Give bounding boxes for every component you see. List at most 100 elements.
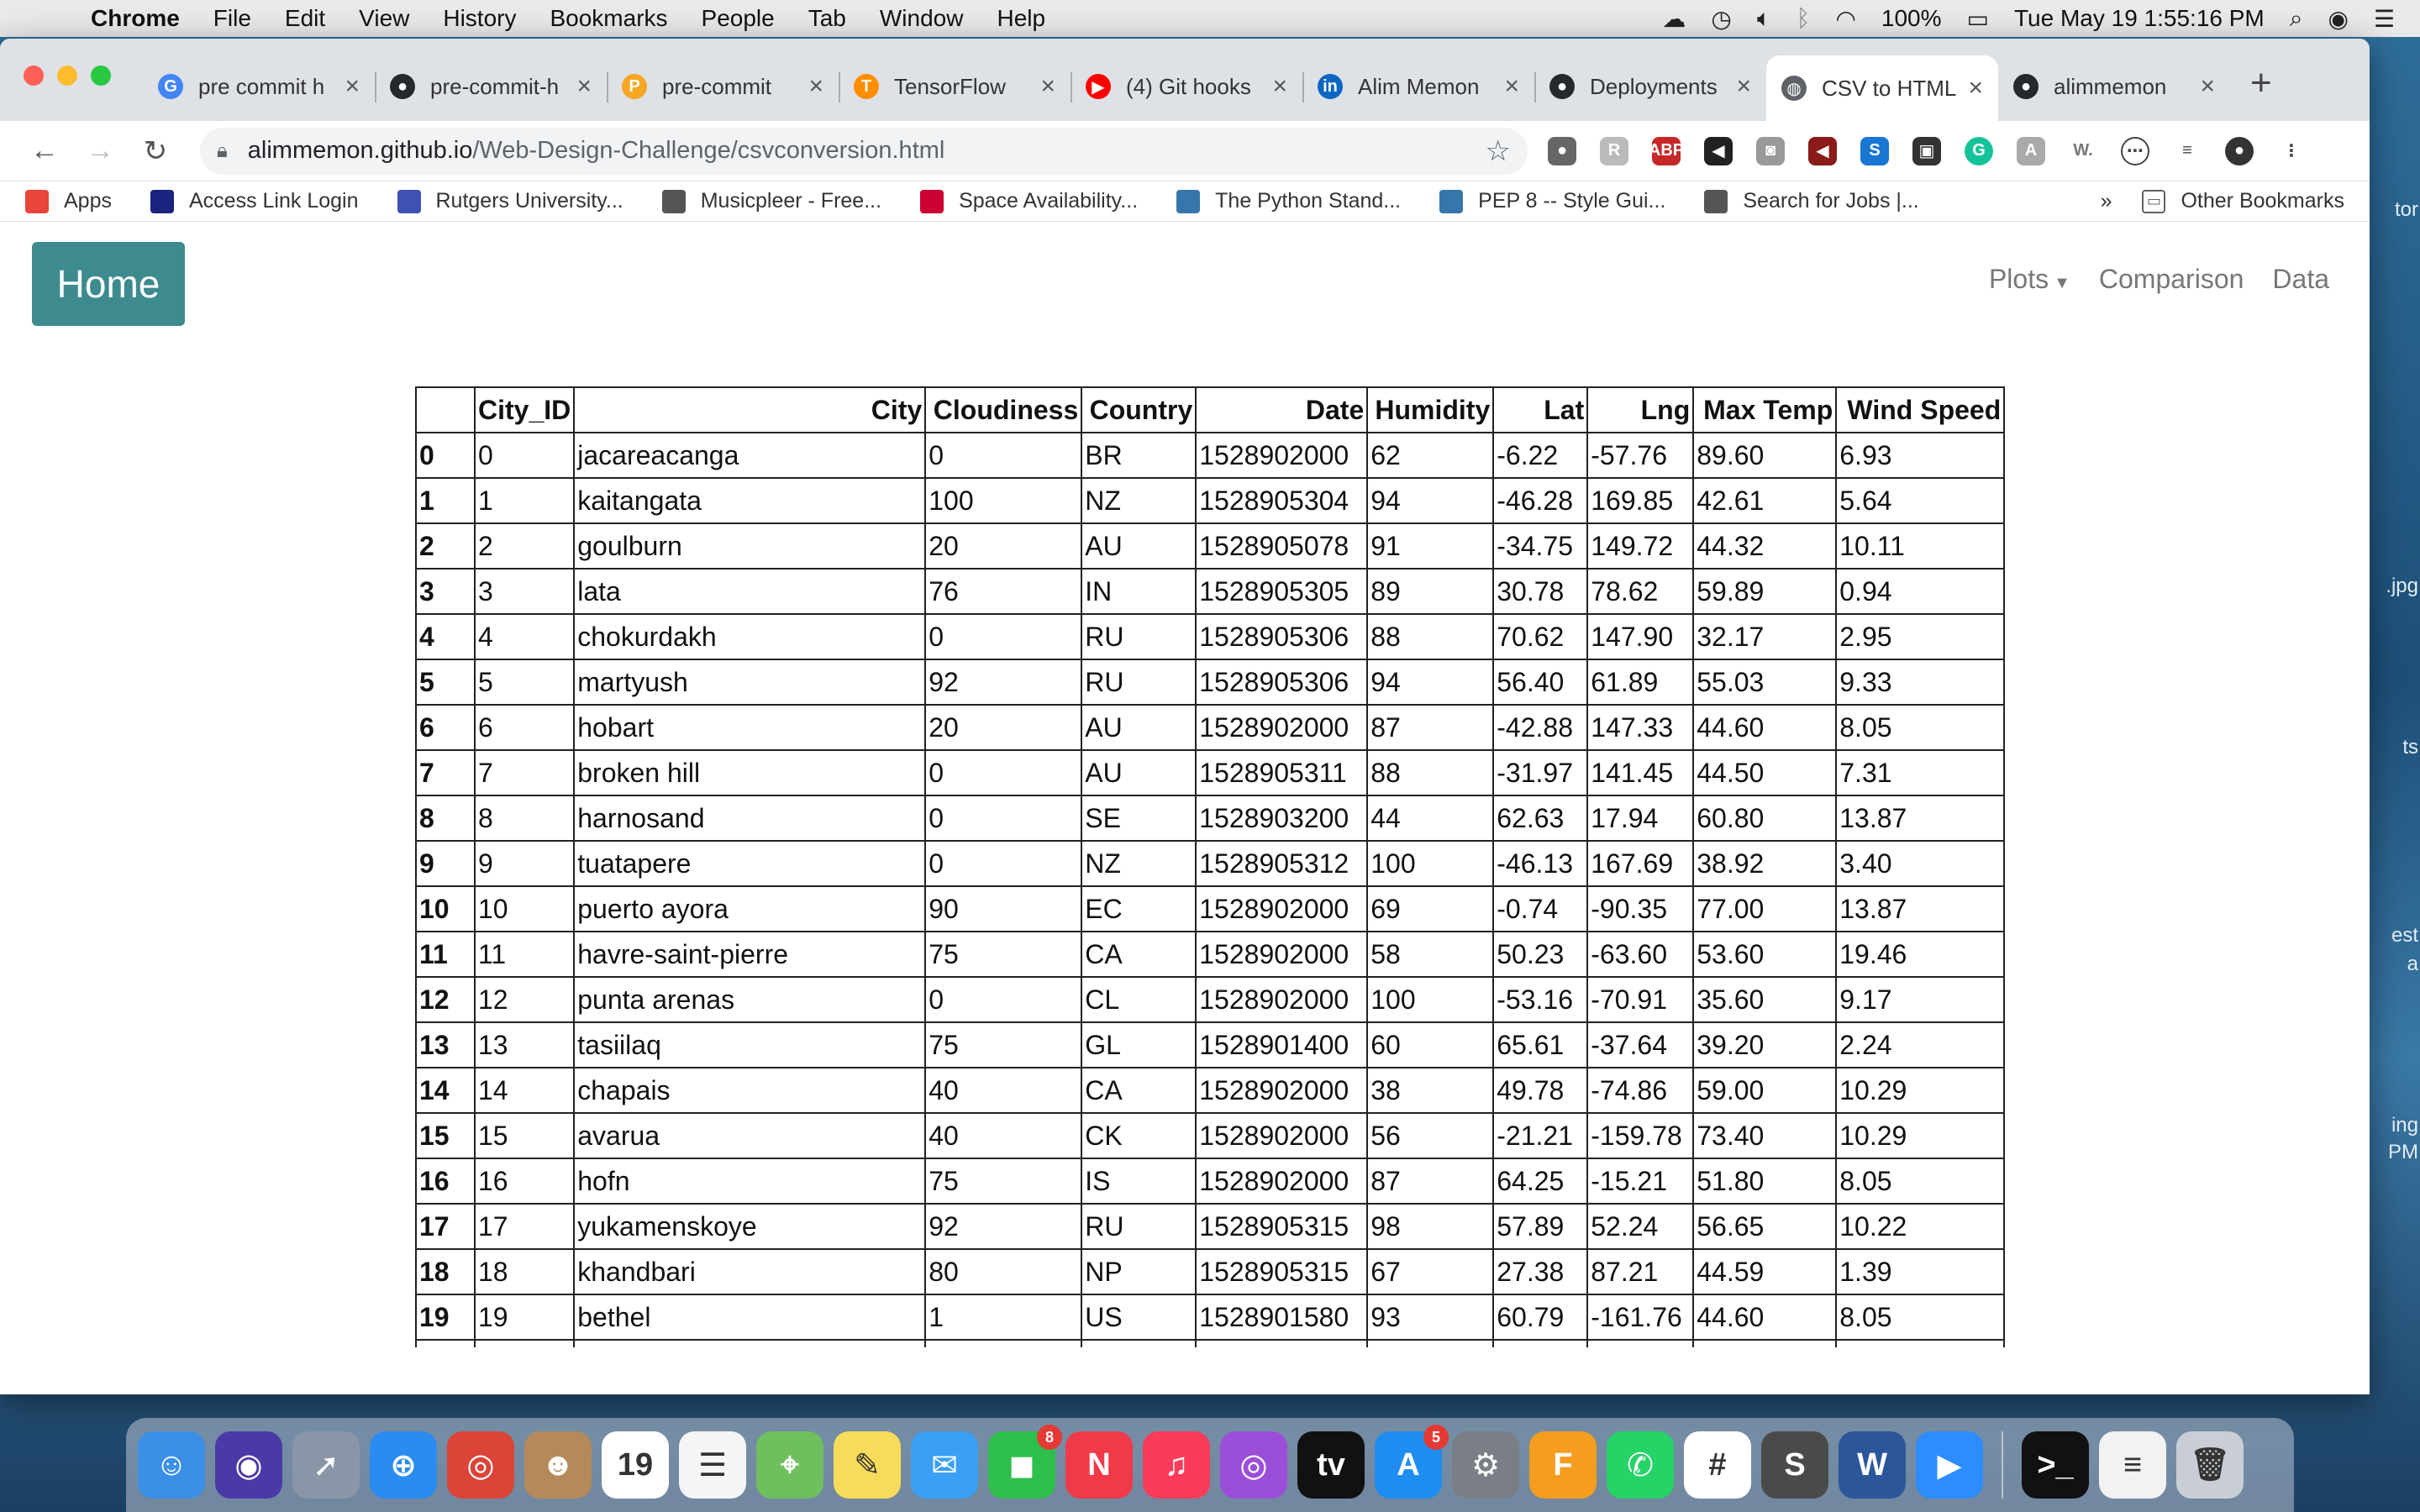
document-icon[interactable]: ≡ (2099, 1431, 2166, 1499)
desktop-label[interactable]: est (2391, 924, 2418, 947)
word-icon[interactable]: W (1839, 1431, 1906, 1499)
menu-file[interactable]: File (213, 5, 251, 31)
desktop-label[interactable]: tor (2394, 198, 2418, 221)
sublime-icon[interactable]: S (1761, 1431, 1828, 1499)
contacts-icon[interactable]: ☻ (524, 1431, 592, 1499)
bookmark-item[interactable]: Apps (25, 189, 112, 213)
menu-view[interactable]: View (359, 5, 410, 31)
menu-clock[interactable]: Tue May 19 1:55:16 PM (2013, 5, 2265, 31)
finder-icon[interactable]: ☺ (138, 1431, 205, 1499)
extension-icon[interactable]: ⋯ (2121, 136, 2149, 165)
system-preferences-icon[interactable]: ⚙ (1452, 1431, 1519, 1499)
home-button[interactable]: Home (32, 242, 185, 326)
close-window-button[interactable] (24, 66, 44, 86)
minimize-window-button[interactable] (57, 66, 77, 86)
adblock-plus-icon[interactable]: ABP (1649, 136, 1684, 165)
extension-icon[interactable]: ◀ (1808, 136, 1837, 165)
close-tab-icon[interactable]: × (1272, 72, 1287, 100)
calendar-icon[interactable]: 19 (602, 1431, 669, 1499)
desktop-label[interactable]: .jpg (2386, 575, 2418, 597)
extension-icon[interactable]: S (1860, 136, 1889, 165)
profile-avatar[interactable]: ● (2225, 136, 2254, 165)
whatsapp-icon[interactable]: ✆ (1607, 1431, 1674, 1499)
lock-icon[interactable]: 🔒︎ (217, 139, 228, 162)
menu-bookmarks[interactable]: Bookmarks (550, 5, 668, 31)
address-bar[interactable]: 🔒︎ alimmemon.github.io/Web-Design-Challe… (200, 127, 1528, 175)
browser-tab[interactable]: ● Deployments × (1534, 57, 1766, 116)
chrome-icon[interactable]: ◎ (447, 1431, 514, 1499)
desktop-label[interactable]: a (2407, 953, 2418, 975)
desktop-label[interactable]: PM (2388, 1141, 2418, 1163)
extension-icon[interactable]: R (1600, 136, 1628, 165)
reload-button[interactable]: ↻ (143, 134, 168, 167)
back-button[interactable]: ← (30, 134, 59, 166)
messages-icon[interactable]: ✉ (911, 1431, 978, 1499)
wifi-icon[interactable]: ◠ (1835, 5, 1856, 32)
close-tab-icon[interactable]: × (2200, 72, 2215, 100)
extension-icon[interactable]: ◀ (1704, 136, 1733, 165)
music-icon[interactable]: ♫ (1143, 1431, 1210, 1499)
zoom-icon[interactable]: ▶ (1916, 1431, 1983, 1499)
launchpad-icon[interactable]: ➚ (292, 1431, 360, 1499)
notification-center-icon[interactable]: ☰ (2373, 5, 2395, 32)
time-machine-icon[interactable]: ◷ (1711, 5, 1732, 32)
close-tab-icon[interactable]: × (1736, 72, 1751, 100)
extension-icon[interactable]: W. (2069, 136, 2097, 165)
appletv-icon[interactable]: tv (1297, 1431, 1365, 1499)
notes-icon[interactable]: ✎ (834, 1431, 901, 1499)
close-tab-icon[interactable]: × (345, 72, 360, 100)
creative-cloud-icon[interactable]: ☁ (1662, 5, 1686, 32)
menu-history[interactable]: History (443, 5, 517, 31)
safari-icon[interactable]: ⊕ (370, 1431, 437, 1499)
chrome-menu-icon[interactable]: ⋮ (2277, 136, 2306, 165)
bookmark-item[interactable]: Space Availability... (920, 189, 1138, 213)
podcasts-icon[interactable]: ◎ (1220, 1431, 1287, 1499)
close-tab-icon[interactable]: × (1968, 74, 1983, 102)
other-bookmarks-folder[interactable]: ▭ Other Bookmarks (2142, 189, 2344, 213)
grammarly-icon[interactable]: G (1965, 136, 1993, 165)
browser-tab[interactable]: ● pre-commit-h × (375, 57, 607, 116)
bookmark-star-icon[interactable]: ☆ (1485, 134, 1511, 167)
battery-icon[interactable]: ▭ (1966, 5, 1989, 32)
close-tab-icon[interactable]: × (1040, 72, 1055, 100)
desktop-label[interactable]: ts (2402, 736, 2418, 759)
close-tab-icon[interactable]: × (1504, 72, 1519, 100)
menu-window[interactable]: Window (879, 5, 964, 31)
slack-icon[interactable]: # (1684, 1431, 1751, 1499)
browser-tab[interactable]: T TensorFlow × (839, 57, 1071, 116)
bookmark-item[interactable]: Rutgers University... (397, 189, 623, 213)
trash-icon[interactable]: 🗑 (2176, 1431, 2244, 1499)
desktop-label[interactable]: ing (2391, 1114, 2418, 1137)
data-link[interactable]: Data (2272, 264, 2329, 294)
app-menu-chrome[interactable]: Chrome (91, 5, 180, 31)
menu-people[interactable]: People (701, 5, 775, 31)
bookmark-item[interactable]: Musicpleer - Free... (661, 189, 881, 213)
extension-icon[interactable]: ▣ (1912, 136, 1941, 165)
bookmark-item[interactable]: Search for Jobs |... (1704, 189, 1919, 213)
fullscreen-window-button[interactable] (91, 66, 111, 86)
close-tab-icon[interactable]: × (808, 72, 823, 100)
news-icon[interactable]: N (1065, 1431, 1133, 1499)
maps-icon[interactable]: ⌖ (756, 1431, 823, 1499)
comparison-link[interactable]: Comparison (2098, 264, 2244, 294)
reminders-icon[interactable]: ☰ (679, 1431, 746, 1499)
volume-icon[interactable]: 🔈︎ (1756, 4, 1771, 31)
media-control-icon[interactable]: ≡ (2173, 136, 2202, 165)
spotlight-search-icon[interactable]: ⌕ (2289, 4, 2303, 31)
extension-icon[interactable]: A (2017, 136, 2045, 165)
fusion360-icon[interactable]: F (1529, 1431, 1597, 1499)
siri-menu-icon[interactable]: ◉ (2328, 5, 2349, 32)
bluetooth-icon[interactable]: ᛒ (1796, 5, 1811, 31)
terminal-icon[interactable]: >_ (2022, 1431, 2089, 1499)
browser-tab[interactable]: ● alimmemon × (1998, 57, 2230, 116)
menu-edit[interactable]: Edit (284, 5, 326, 31)
bookmark-item[interactable]: The Python Stand... (1176, 189, 1401, 213)
close-tab-icon[interactable]: × (576, 72, 592, 100)
extension-icon[interactable]: ● (1548, 136, 1576, 165)
forward-button[interactable]: → (86, 134, 114, 166)
new-tab-button[interactable]: + (2250, 62, 2272, 103)
browser-tab[interactable]: ▶ (4) Git hooks × (1071, 57, 1302, 116)
